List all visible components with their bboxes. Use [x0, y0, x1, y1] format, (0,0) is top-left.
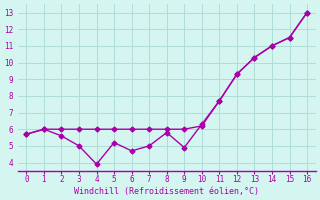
X-axis label: Windchill (Refroidissement éolien,°C): Windchill (Refroidissement éolien,°C) — [74, 187, 259, 196]
